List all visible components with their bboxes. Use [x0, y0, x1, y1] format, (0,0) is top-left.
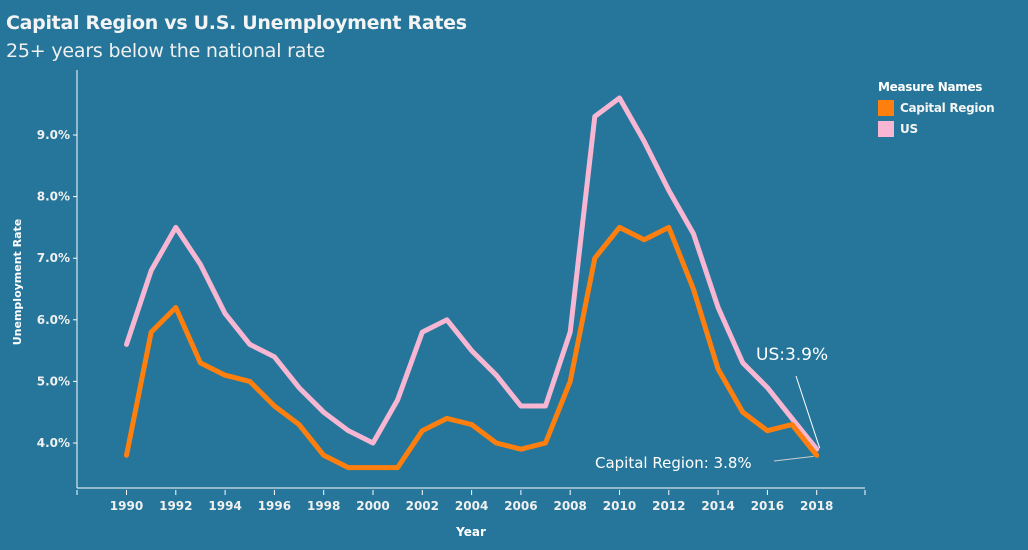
y-axis-label: Unemployment Rate: [11, 219, 24, 346]
annotation-us: US:3.9%: [756, 345, 828, 365]
annotation-pointer-capital-region: [773, 455, 814, 462]
series-line-us[interactable]: [124, 95, 820, 452]
chart-subtitle: 25+ years below the national rate: [6, 40, 325, 62]
x-tick-label: 1990: [110, 499, 143, 513]
x-tick-label: 2008: [553, 499, 586, 513]
x-tick-label: 1998: [307, 499, 340, 513]
x-tick-label: 2018: [800, 499, 833, 513]
y-tick-label: 6.0%: [37, 313, 70, 327]
axes: 4.0% 5.0% 6.0% 7.0% 8.0% 9.0% 1990 1992 1994 1996…: [37, 70, 866, 513]
annotations: US:3.9% Capital Region: 3.8%: [595, 345, 828, 472]
chart-title: Capital Region vs U.S. Unemployment Rate…: [6, 12, 467, 34]
x-tick-label: 1996: [258, 499, 291, 513]
x-tick-label: 2016: [751, 499, 784, 513]
y-tick-label: 4.0%: [37, 436, 70, 450]
legend-swatch-capital-region: [878, 99, 894, 116]
legend-label-capital-region: Capital Region: [900, 100, 995, 115]
x-tick-label: 2014: [701, 499, 734, 513]
x-tick-label: 2010: [603, 499, 636, 513]
x-tick-label: 2000: [356, 499, 389, 513]
x-tick-label: 2006: [504, 499, 537, 513]
legend-title: Measure Names: [878, 80, 983, 94]
y-tick-label: 8.0%: [37, 190, 70, 204]
y-tick-label: 5.0%: [37, 374, 70, 388]
series-lines: [124, 95, 820, 471]
legend-swatch-us: [878, 120, 894, 137]
annotation-capital-region: Capital Region: 3.8%: [595, 454, 752, 472]
x-tick-label: 1994: [208, 499, 241, 513]
x-tick-label: 2012: [652, 499, 685, 513]
legend: Measure Names Capital Region US: [878, 80, 995, 139]
y-tick-label: 9.0%: [37, 128, 70, 142]
annotation-pointer-us: [795, 375, 821, 449]
legend-item-capital-region[interactable]: Capital Region: [878, 97, 995, 118]
series-line-capital-region[interactable]: [124, 224, 820, 471]
x-tick-label: 1992: [159, 499, 192, 513]
y-tick-label: 7.0%: [37, 251, 70, 265]
legend-label-us: US: [900, 121, 918, 136]
x-tick-label: 2002: [406, 499, 439, 513]
legend-item-us[interactable]: US: [878, 118, 994, 139]
x-axis-label: Year: [455, 525, 486, 539]
x-tick-label: 2004: [455, 499, 488, 513]
